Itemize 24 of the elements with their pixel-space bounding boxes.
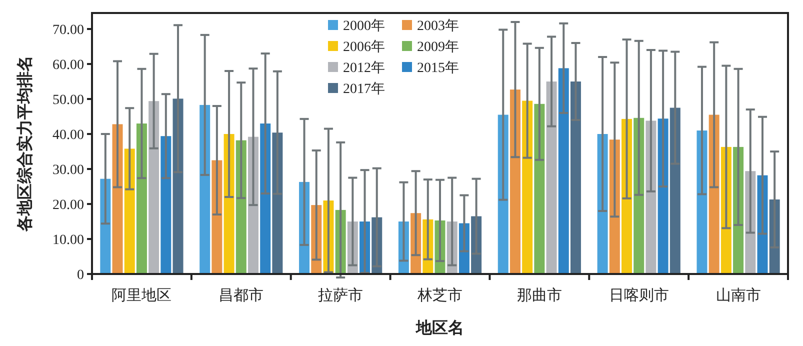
- x-tick-label: 昌都市: [218, 287, 264, 304]
- legend-label: 2012年: [343, 60, 385, 76]
- x-tick-label: 林芝市: [416, 287, 462, 304]
- y-tick-label: 50.00: [52, 93, 84, 108]
- y-tick-label: 60.00: [52, 58, 84, 73]
- x-tick-label: 阿里地区: [112, 287, 172, 304]
- legend-label: 2015年: [417, 60, 459, 76]
- y-tick-label: 20.00: [52, 198, 84, 213]
- legend-label: 2009年: [417, 39, 459, 55]
- y-tick-label: 10.00: [52, 233, 84, 248]
- x-axis-title: 地区名: [415, 319, 464, 337]
- legend-label: 2017年: [343, 81, 385, 97]
- y-tick-label: 70.00: [52, 23, 84, 38]
- y-axis-title: 各地区综合实力平均排名: [16, 56, 34, 232]
- x-tick-label: 日喀则市: [608, 287, 669, 304]
- x-tick-label: 那曲市: [516, 287, 562, 304]
- legend-label: 2003年: [417, 18, 459, 34]
- x-tick-label: 拉萨市: [318, 287, 364, 304]
- y-tick-label: 30.00: [52, 163, 84, 178]
- y-tick-label: 40.00: [52, 128, 84, 143]
- legend-label: 2006年: [343, 39, 385, 55]
- y-tick-label: 0: [77, 268, 84, 283]
- x-tick-label: 山南市: [716, 287, 761, 304]
- legend-label: 2000年: [343, 18, 385, 34]
